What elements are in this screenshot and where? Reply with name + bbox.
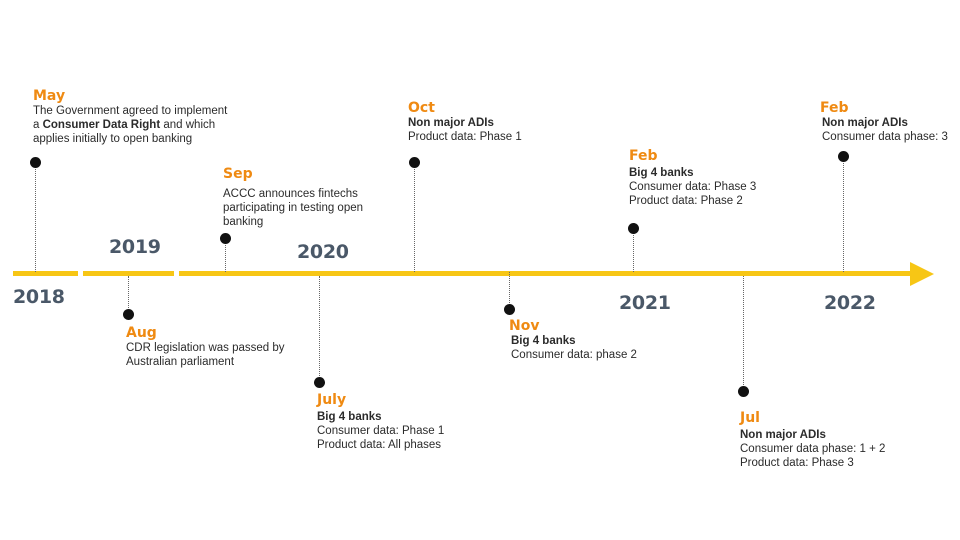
timeline-axis-segment-1 xyxy=(13,271,78,276)
event-feb-2021: Feb Big 4 banks Consumer data: Phase 3 P… xyxy=(629,148,789,208)
event-month: May xyxy=(33,88,66,104)
event-detail: Consumer data: phase 2 xyxy=(511,349,637,361)
event-aug-2018: Aug CDR legislation was passed by Austra… xyxy=(126,325,306,369)
event-dot-feb-2022 xyxy=(838,151,849,162)
year-label-2019: 2019 xyxy=(109,236,161,258)
event-description: CDR legislation was passed by Australian… xyxy=(126,342,285,368)
event-title: Non major ADIs xyxy=(740,429,826,441)
event-jul-2021: Jul Non major ADIs Consumer data phase: … xyxy=(740,410,910,470)
event-title: Big 4 banks xyxy=(317,411,382,423)
event-dot-feb-2021 xyxy=(628,223,639,234)
event-month: Aug xyxy=(126,325,157,341)
stem-jul-2021 xyxy=(743,276,744,391)
year-label-2018: 2018 xyxy=(13,286,65,308)
event-month: July xyxy=(317,392,347,408)
year-label-2021: 2021 xyxy=(619,292,671,314)
year-label-2020: 2020 xyxy=(297,241,349,263)
timeline-arrow-icon xyxy=(910,262,934,286)
stem-feb-2021 xyxy=(633,228,634,272)
stem-aug-2018 xyxy=(128,276,129,314)
event-month: Oct xyxy=(408,100,435,116)
event-dot-may-2018 xyxy=(30,157,41,168)
stem-feb-2022 xyxy=(843,156,844,272)
event-dot-nov-2020 xyxy=(504,304,515,315)
event-dot-jul-2021 xyxy=(738,386,749,397)
event-detail: Consumer data phase: 3 xyxy=(822,131,948,143)
event-july-2020: July Big 4 banks Consumer data: Phase 1 … xyxy=(317,392,477,452)
stem-nov-2020 xyxy=(509,272,510,309)
stem-july-2020 xyxy=(319,276,320,382)
event-title: Non major ADIs xyxy=(408,117,494,129)
event-detail: Product data: All phases xyxy=(317,439,442,451)
event-detail: Product data: Phase 2 xyxy=(629,195,743,207)
event-month: Feb xyxy=(820,100,849,116)
event-dot-july-2020 xyxy=(314,377,325,388)
event-detail: Consumer data: Phase 3 xyxy=(629,181,757,193)
event-title: Big 4 banks xyxy=(629,167,694,179)
event-month: Jul xyxy=(740,410,760,426)
stem-may-2018 xyxy=(35,162,36,272)
event-title: Non major ADIs xyxy=(822,117,908,129)
event-title: Big 4 banks xyxy=(511,335,576,347)
stem-oct-2020 xyxy=(414,162,415,272)
event-month: Nov xyxy=(509,318,540,334)
timeline-axis-segment-3 xyxy=(179,271,913,276)
year-label-2022: 2022 xyxy=(824,292,876,314)
stem-sep-2019 xyxy=(225,238,226,272)
event-detail: Product data: Phase 1 xyxy=(408,131,522,143)
event-description: The Government agreed to implement a Con… xyxy=(33,105,228,145)
timeline-axis-segment-2 xyxy=(83,271,174,276)
event-feb-2022: Feb Non major ADIs Consumer data phase: … xyxy=(820,100,958,144)
event-nov-2020: Nov Big 4 banks Consumer data: phase 2 xyxy=(509,318,669,362)
event-dot-sep-2019 xyxy=(220,233,231,244)
event-month: Sep xyxy=(223,166,253,182)
event-dot-oct-2020 xyxy=(409,157,420,168)
event-may-2018: May The Government agreed to implement a… xyxy=(33,88,233,146)
event-detail: Consumer data phase: 1 + 2 xyxy=(740,443,886,455)
event-description: ACCC announces fintechs participating in… xyxy=(223,188,364,228)
event-month: Feb xyxy=(629,148,658,164)
event-oct-2020: Oct Non major ADIs Product data: Phase 1 xyxy=(408,100,568,144)
event-detail: Product data: Phase 3 xyxy=(740,457,854,469)
event-sep-2019: Sep ACCC announces fintechs participatin… xyxy=(223,166,388,229)
event-dot-aug-2018 xyxy=(123,309,134,320)
event-detail: Consumer data: Phase 1 xyxy=(317,425,445,437)
